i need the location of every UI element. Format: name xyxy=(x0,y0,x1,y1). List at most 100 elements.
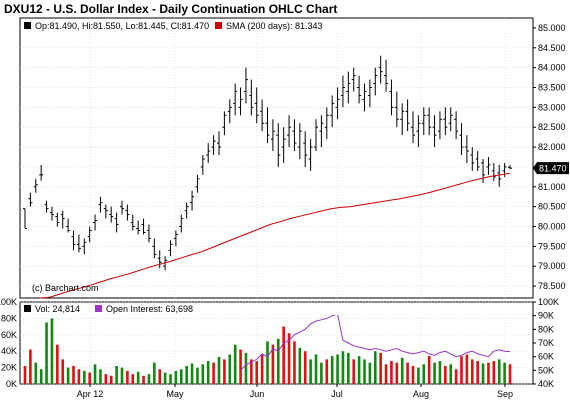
volume-bar xyxy=(104,374,108,384)
volume-bar xyxy=(314,354,318,384)
price-tick-label: 83.000 xyxy=(538,102,566,112)
ohlc-bar xyxy=(217,131,221,156)
ohlc-bar xyxy=(93,214,98,231)
ohlc-bar xyxy=(125,204,130,221)
volume-bar xyxy=(293,341,296,384)
ohlc-bar xyxy=(238,87,243,116)
watermark-text: (c) Barchart.com xyxy=(32,283,99,293)
volume-bar xyxy=(190,363,194,384)
oi-right-tick-label: 50K xyxy=(538,365,554,375)
ohlc-bar xyxy=(33,178,38,193)
volume-bar xyxy=(341,351,345,384)
ohlc-bar xyxy=(114,212,119,233)
oi-legend-swatch xyxy=(95,305,102,312)
ohlc-bar xyxy=(373,67,378,96)
ohlc-bar xyxy=(459,123,464,156)
chart-title: DXU12 - U.S. Dollar Index - Daily Contin… xyxy=(4,2,338,16)
volume-bar xyxy=(438,361,442,384)
ohlc-bar xyxy=(195,174,200,193)
ohlc-bar xyxy=(303,131,308,167)
volume-bar xyxy=(163,372,167,384)
volume-bar xyxy=(476,361,479,384)
volume-bar xyxy=(72,365,75,384)
volume-bar xyxy=(347,352,350,384)
price-tick-label: 84.000 xyxy=(538,63,566,73)
ohlc-bar xyxy=(330,95,335,128)
volume-bar xyxy=(368,362,372,384)
ohlc-bar xyxy=(227,99,232,124)
ohlc-bar xyxy=(276,123,281,167)
ohlc-bar xyxy=(497,164,502,187)
price-tick-label: 79.500 xyxy=(538,241,566,251)
volume-bar xyxy=(303,351,307,384)
volume-bar xyxy=(179,369,183,384)
volume-legend-background xyxy=(21,303,532,315)
volume-bar xyxy=(131,374,135,384)
volume-bar xyxy=(228,354,232,384)
open-interest-line xyxy=(240,313,511,371)
volume-bar xyxy=(390,361,393,384)
oi-right-tick-label: 60K xyxy=(538,352,554,362)
volume-bar xyxy=(142,375,145,384)
volume-bar xyxy=(244,352,248,384)
volume-bar xyxy=(185,365,188,384)
volume-bar xyxy=(88,372,91,384)
price-panel-frame xyxy=(19,17,534,299)
volume-bar xyxy=(233,344,237,384)
volume-bar xyxy=(336,354,339,384)
ohlc-bar xyxy=(71,230,76,251)
ohlc-bar xyxy=(249,79,254,116)
volume-bar xyxy=(115,365,118,384)
volume-bar xyxy=(266,341,269,384)
volume-bar xyxy=(309,359,312,384)
ohlc-bar xyxy=(470,147,475,171)
volume-bar xyxy=(120,367,124,384)
ohlc-bar xyxy=(287,115,292,148)
ohlc-bar xyxy=(405,99,410,132)
volume-bar xyxy=(497,359,501,384)
volume-bar xyxy=(29,349,32,384)
volume-bar xyxy=(282,326,285,384)
ohlc-bar xyxy=(324,107,329,140)
oi-right-tick-label: 40K xyxy=(538,379,554,389)
volume-bar xyxy=(492,361,496,384)
x-tick-label: Sep xyxy=(497,389,513,399)
volume-bar xyxy=(320,362,323,384)
volume-bar xyxy=(66,367,70,384)
ohlc-bar xyxy=(346,71,351,104)
ohlc-bar xyxy=(103,204,108,219)
price-tick-label: 82.000 xyxy=(538,142,566,152)
ohlc-bar xyxy=(481,158,486,183)
ohlc-bar xyxy=(357,75,362,104)
volume-bar xyxy=(206,361,210,384)
volume-bar xyxy=(352,359,356,384)
ohlc-bar xyxy=(319,115,324,148)
volume-bar xyxy=(93,364,97,384)
volume-bar xyxy=(411,365,415,384)
volume-bar xyxy=(449,364,453,384)
volume-bar xyxy=(136,371,140,384)
ohlc-bar xyxy=(308,139,313,171)
volume-bar xyxy=(444,365,447,384)
volume-bar xyxy=(460,356,463,384)
volume-left-tick-label: 60K xyxy=(1,330,17,340)
volume-bar xyxy=(417,367,420,384)
volume-bar xyxy=(109,375,113,384)
ohlc-bar xyxy=(389,79,394,116)
volume-bar xyxy=(45,322,48,384)
sma-200-line xyxy=(39,172,511,299)
volume-legend-swatch xyxy=(24,305,31,312)
sma-legend-label: SMA (200 days): 81.343 xyxy=(226,21,323,31)
volume-bar xyxy=(508,364,512,384)
volume-bar xyxy=(271,344,275,384)
ohlc-bar xyxy=(49,206,54,221)
ohlc-bar xyxy=(448,107,453,132)
ohlc-bar xyxy=(168,240,173,257)
ohlc-bar xyxy=(394,91,399,128)
last-price-label: 81.470 xyxy=(539,164,567,174)
volume-left-tick-label: 100K xyxy=(0,297,17,307)
volume-bar xyxy=(77,369,81,384)
sma-legend-swatch xyxy=(215,22,222,29)
